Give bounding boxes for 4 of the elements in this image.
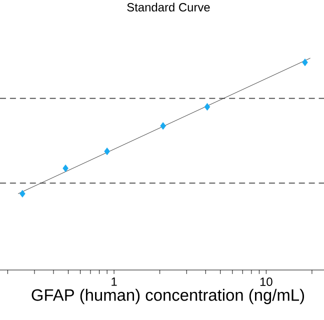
x-tick-label: 10 bbox=[260, 278, 272, 286]
x-axis-title: GFAP (human) concentration (ng/mL) bbox=[32, 288, 304, 304]
chart-title: Standard Curve bbox=[127, 2, 210, 12]
x-tick-label: 1 bbox=[112, 278, 117, 286]
